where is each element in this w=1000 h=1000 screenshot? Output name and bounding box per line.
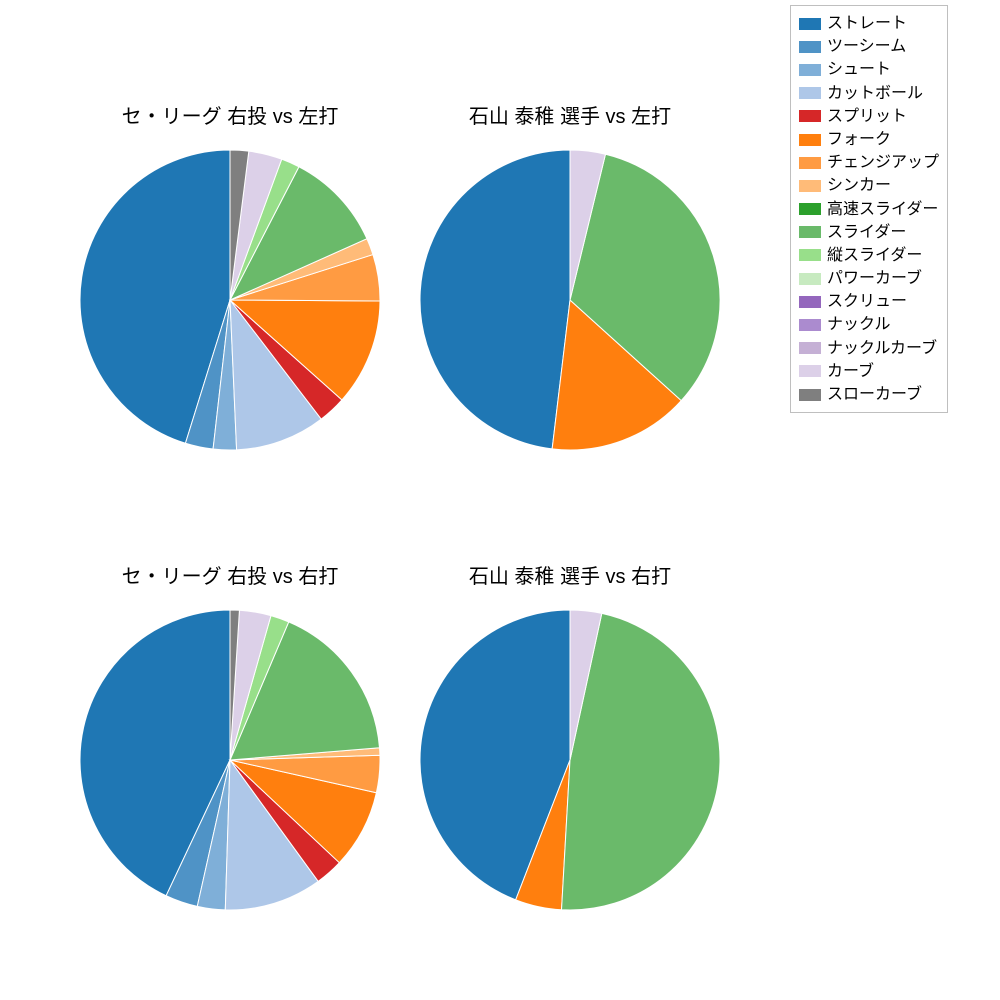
legend-swatch [799, 87, 821, 99]
legend-label: シンカー [827, 174, 891, 197]
legend-item: カーブ [799, 360, 939, 383]
legend-label: 縦スライダー [827, 244, 922, 267]
pie-chart [420, 610, 720, 910]
legend-item: シュート [799, 58, 939, 81]
legend-label: カットボール [827, 82, 923, 105]
legend-item: カットボール [799, 82, 939, 105]
legend-label: シュート [827, 58, 891, 81]
legend-item: スクリュー [799, 290, 939, 313]
legend-swatch [799, 389, 821, 401]
pie-svg [80, 610, 380, 910]
legend-swatch [799, 180, 821, 192]
legend-label: パワーカーブ [827, 267, 922, 290]
legend-label: カーブ [827, 360, 874, 383]
legend-label: スプリット [827, 105, 907, 128]
legend-label: 高速スライダー [827, 198, 938, 221]
legend-swatch [799, 41, 821, 53]
chart-title: セ・リーグ 右投 vs 右打 [80, 560, 380, 589]
pie-slice-straight [420, 150, 570, 449]
legend-swatch [799, 249, 821, 261]
legend-swatch [799, 365, 821, 377]
legend-item: ストレート [799, 12, 939, 35]
legend-item: チェンジアップ [799, 151, 939, 174]
legend-label: ツーシーム [827, 35, 906, 58]
legend-label: ストレート [827, 12, 907, 35]
pie-chart [420, 150, 720, 450]
legend-swatch [799, 157, 821, 169]
legend-swatch [799, 342, 821, 354]
legend-item: フォーク [799, 128, 939, 151]
legend-swatch [799, 18, 821, 30]
legend-label: チェンジアップ [827, 151, 939, 174]
legend-item: ナックル [799, 313, 939, 336]
legend-swatch [799, 273, 821, 285]
pie-svg [420, 150, 720, 450]
legend-label: スクリュー [827, 290, 907, 313]
legend-item: ナックルカーブ [799, 337, 939, 360]
chart-grid: ストレートツーシームシュートカットボールスプリットフォークチェンジアップシンカー… [0, 0, 1000, 1000]
chart-title: セ・リーグ 右投 vs 左打 [80, 100, 380, 129]
legend-item: スローカーブ [799, 383, 939, 406]
chart-title: 石山 泰稚 選手 vs 右打 [420, 560, 720, 589]
pie-chart [80, 610, 380, 910]
legend-swatch [799, 110, 821, 122]
legend: ストレートツーシームシュートカットボールスプリットフォークチェンジアップシンカー… [790, 5, 948, 413]
legend-swatch [799, 296, 821, 308]
legend-swatch [799, 203, 821, 215]
pie-svg [420, 610, 720, 910]
legend-item: ツーシーム [799, 35, 939, 58]
legend-label: ナックルカーブ [827, 337, 937, 360]
legend-label: スローカーブ [827, 383, 922, 406]
legend-label: フォーク [827, 128, 891, 151]
legend-item: シンカー [799, 174, 939, 197]
legend-item: 高速スライダー [799, 198, 939, 221]
legend-label: ナックル [827, 313, 891, 336]
legend-item: スプリット [799, 105, 939, 128]
legend-item: パワーカーブ [799, 267, 939, 290]
pie-chart [80, 150, 380, 450]
legend-label: スライダー [827, 221, 906, 244]
pie-svg [80, 150, 380, 450]
legend-swatch [799, 226, 821, 238]
legend-item: スライダー [799, 221, 939, 244]
legend-item: 縦スライダー [799, 244, 939, 267]
legend-swatch [799, 64, 821, 76]
legend-swatch [799, 319, 821, 331]
chart-title: 石山 泰稚 選手 vs 左打 [420, 100, 720, 129]
legend-swatch [799, 134, 821, 146]
